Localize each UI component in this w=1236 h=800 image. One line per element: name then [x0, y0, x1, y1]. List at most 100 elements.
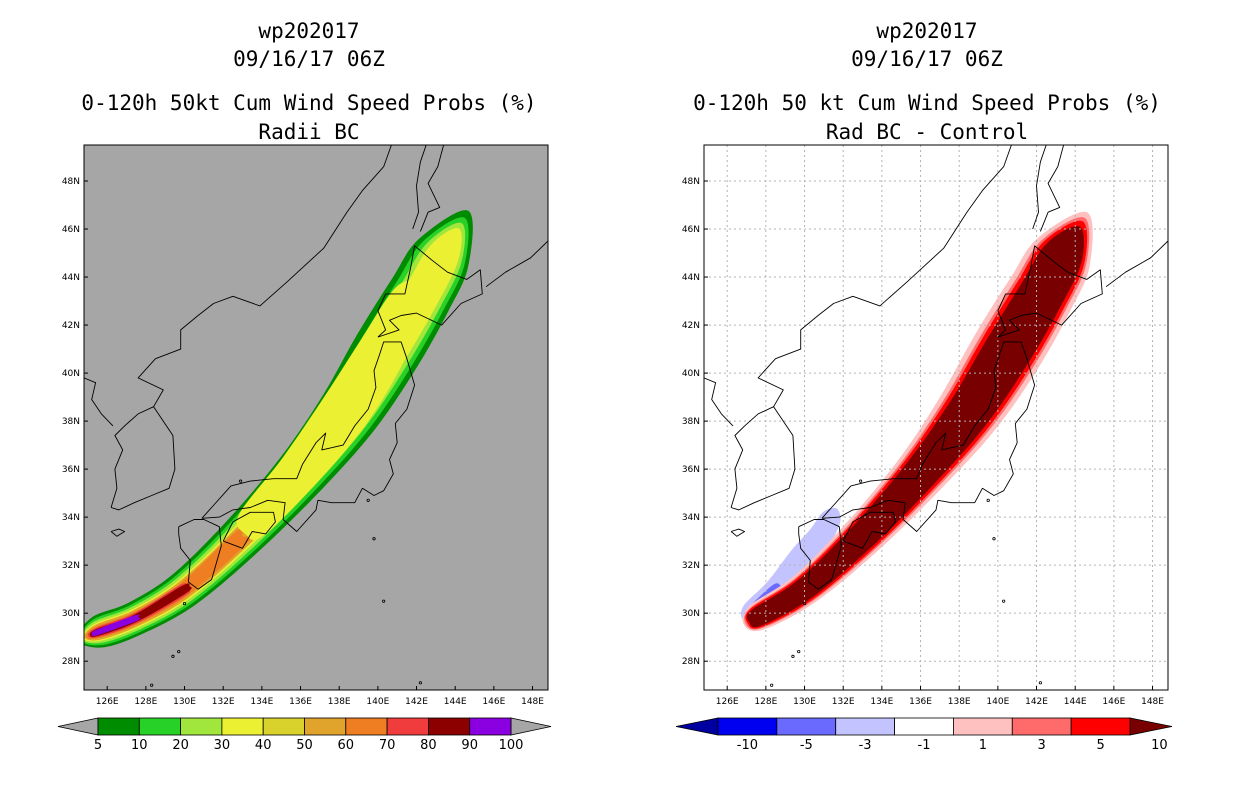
right-colorbar-label: 3: [1038, 738, 1046, 753]
y-tick-label: 42N: [682, 321, 700, 331]
coastline: [1105, 240, 1168, 288]
coastline: [377, 245, 483, 338]
left-colorbar-swatch: [180, 717, 223, 736]
island: [171, 654, 175, 658]
y-tick-label: 32N: [682, 561, 700, 571]
left-colorbar-swatch: [345, 717, 388, 736]
right-map-frame: [703, 144, 1169, 691]
island: [382, 599, 386, 603]
x-tick-label: 128E: [134, 697, 157, 707]
right-colorbar-swatch: [776, 717, 837, 736]
y-tick-label: 46N: [62, 225, 80, 235]
left-colorbar-label: 80: [420, 738, 437, 753]
right-colorbar-label: 5: [1096, 738, 1104, 753]
island: [858, 479, 863, 483]
coastline: [137, 145, 392, 407]
x-tick-label: 142E: [405, 697, 428, 707]
x-tick-label: 130E: [173, 697, 196, 707]
coastline: [178, 519, 222, 590]
y-tick-label: 44N: [62, 273, 80, 283]
right-colorbar-label: -1: [918, 738, 931, 753]
x-tick-label: 126E: [716, 697, 739, 707]
coastline: [110, 528, 126, 537]
left-colorbar-swatch: [386, 717, 429, 736]
right-colorbar-label: -3: [859, 738, 872, 753]
prob-contour-30-core: [236, 280, 431, 541]
x-tick-label: 146E: [482, 697, 505, 707]
coastline: [997, 245, 1103, 338]
right-colorbar-swatch: [717, 717, 778, 736]
y-tick-label: 28N: [62, 657, 80, 667]
y-tick-label: 40N: [62, 369, 80, 379]
island: [182, 601, 187, 606]
left-colorbar-swatch: [97, 717, 140, 736]
coastline: [1032, 145, 1047, 230]
x-tick-label: 126E: [96, 697, 119, 707]
y-tick-label: 42N: [62, 321, 80, 331]
left-datetime: 09/16/17 06Z: [233, 47, 385, 71]
x-tick-label: 138E: [328, 697, 351, 707]
left-colorbar-label: 30: [214, 738, 231, 753]
coastline: [1039, 145, 1065, 232]
island: [797, 649, 801, 654]
coastline: [485, 240, 548, 288]
left-colorbar-label: 100: [499, 738, 524, 753]
right-colorbar-swatch: [894, 717, 954, 736]
y-tick-label: 36N: [62, 465, 80, 475]
prob-contour-30: [84, 228, 462, 642]
x-tick-label: 130E: [793, 697, 816, 707]
x-tick-label: 144E: [444, 697, 467, 707]
right-colorbar-label: 1: [979, 738, 987, 753]
x-tick-label: 132E: [832, 697, 855, 707]
right-colorbar-left-arrow: [675, 717, 719, 736]
y-tick-label: 38N: [62, 417, 80, 427]
x-tick-label: 132E: [212, 697, 235, 707]
coastline: [201, 341, 416, 532]
left-colorbar-left-arrow: [57, 717, 99, 736]
right-colorbar-swatch: [1011, 717, 1072, 736]
island: [992, 537, 996, 541]
y-tick-label: 48N: [682, 177, 700, 187]
diff-contour-780000: [746, 226, 1085, 628]
coastline: [730, 528, 746, 537]
x-tick-label: 134E: [250, 697, 273, 707]
right-chart-title: 0-120h 50 kt Cum Wind Speed Probs (%): [693, 91, 1161, 115]
right-colorbar-right-arrow: [1129, 717, 1173, 736]
y-tick-label: 32N: [62, 561, 80, 571]
coastline: [412, 145, 427, 230]
island: [770, 683, 774, 687]
island: [177, 649, 181, 654]
right-colorbar-label: -10: [737, 738, 758, 753]
x-tick-label: 134E: [870, 697, 893, 707]
x-tick-label: 144E: [1064, 697, 1087, 707]
right-colorbar-swatch: [1070, 717, 1131, 736]
x-tick-label: 146E: [1102, 697, 1125, 707]
y-tick-label: 30N: [682, 609, 700, 619]
y-tick-label: 36N: [682, 465, 700, 475]
island: [372, 537, 376, 541]
island: [366, 498, 370, 502]
right-colorbar-label: 10: [1151, 738, 1168, 753]
right-colorbar-swatch: [835, 717, 895, 736]
left-colorbar-label: 10: [131, 738, 148, 753]
y-tick-label: 38N: [682, 417, 700, 427]
right-colorbar-swatch: [953, 717, 1013, 736]
coastline: [704, 377, 734, 427]
left-colorbar-swatch: [262, 717, 305, 736]
coastline: [798, 519, 842, 590]
left-colorbar-swatch: [221, 717, 264, 736]
coastline: [419, 145, 445, 232]
left-colorbar-swatch: [427, 717, 471, 736]
island: [150, 683, 154, 687]
y-tick-label: 34N: [682, 513, 700, 523]
left-storm-id: wp202017: [258, 19, 360, 43]
y-tick-label: 34N: [62, 513, 80, 523]
y-tick-label: 46N: [682, 225, 700, 235]
coastline: [84, 377, 114, 427]
right-datetime: 09/16/17 06Z: [851, 47, 1003, 71]
island: [1002, 599, 1006, 603]
island: [418, 681, 422, 685]
y-tick-label: 40N: [682, 369, 700, 379]
y-tick-label: 48N: [62, 177, 80, 187]
x-tick-label: 138E: [948, 697, 971, 707]
